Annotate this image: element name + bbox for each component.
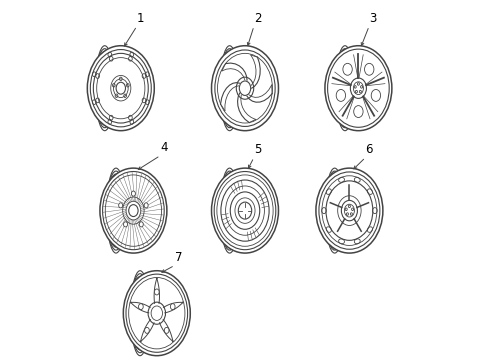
Ellipse shape [164,327,169,333]
Ellipse shape [154,289,159,295]
Ellipse shape [131,191,135,196]
Ellipse shape [212,168,278,253]
Ellipse shape [220,45,240,131]
Text: 1: 1 [137,12,145,24]
Ellipse shape [171,304,175,310]
Ellipse shape [95,45,115,131]
Ellipse shape [123,271,190,356]
Ellipse shape [316,168,383,253]
Ellipse shape [87,46,154,131]
Text: 2: 2 [254,12,261,24]
Ellipse shape [144,203,148,208]
Text: 5: 5 [254,143,261,156]
Text: 4: 4 [160,141,168,154]
Ellipse shape [100,168,167,253]
Ellipse shape [145,327,149,333]
Ellipse shape [139,304,143,310]
Text: 3: 3 [369,12,376,24]
Ellipse shape [325,46,392,131]
Text: 7: 7 [174,251,182,264]
Ellipse shape [324,167,344,254]
Ellipse shape [335,45,355,131]
Ellipse shape [139,222,143,227]
Ellipse shape [212,46,278,131]
Ellipse shape [123,222,127,227]
Ellipse shape [119,203,122,208]
Ellipse shape [220,167,240,254]
Ellipse shape [106,167,126,254]
Ellipse shape [130,270,150,356]
Text: 6: 6 [366,143,373,156]
